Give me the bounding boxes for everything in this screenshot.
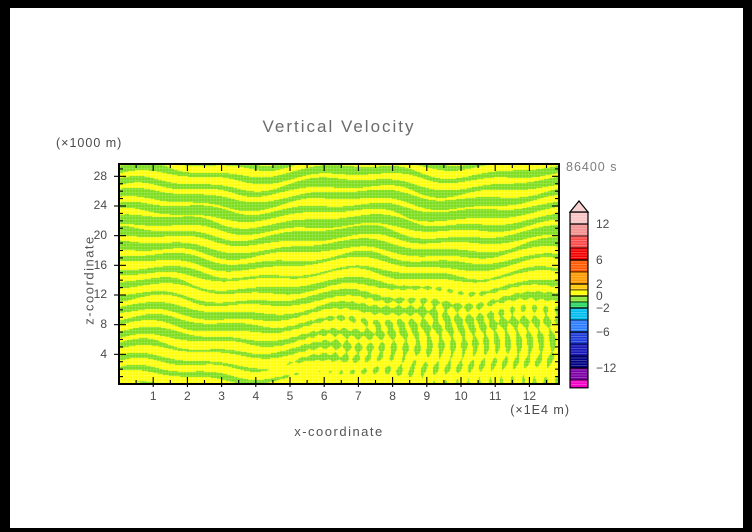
colorbar-tick-label: −12 [596, 360, 617, 375]
y-tick-label: 16 [93, 257, 107, 272]
y-tick-label: 8 [100, 317, 107, 332]
colorbar-segment [569, 355, 589, 369]
colorbar-segment [569, 283, 589, 291]
y-axis-unit-label: (×1000 m) [56, 136, 123, 150]
chart-title: Vertical Velocity [262, 117, 416, 136]
x-tick-label: 12 [522, 389, 537, 403]
x-tick-label: 1 [149, 389, 157, 403]
x-tick-label: 6 [320, 389, 328, 403]
x-tick-label: 3 [218, 389, 225, 403]
colorbar-segment [569, 211, 589, 225]
colorbar-segment [569, 259, 589, 273]
x-tick-label: 4 [252, 389, 260, 403]
x-tick-label: 5 [286, 389, 294, 403]
colorbar-segment [569, 247, 589, 261]
y-tick-label: 20 [93, 228, 107, 243]
x-tick-label: 7 [355, 389, 362, 403]
colorbar-segment [569, 271, 589, 285]
colorbar-segment [569, 307, 589, 321]
colorbar-tick-label: 0 [596, 288, 603, 303]
colorbar-tick-label: −2 [596, 300, 610, 315]
colorbar-segment [569, 343, 589, 357]
colorbar-tick-label: 12 [596, 216, 610, 231]
x-tick-label: 8 [389, 389, 396, 403]
y-tick-label: 4 [100, 346, 107, 361]
colorbar-segment [569, 223, 589, 237]
time-label: 86400 s [566, 160, 618, 174]
y-tick-label: 28 [93, 168, 107, 183]
x-tick-label: 2 [184, 389, 191, 403]
x-tick-label: 11 [488, 389, 502, 403]
x-tick-label: 9 [423, 389, 431, 403]
colorbar-segment [569, 289, 589, 297]
colorbar-tick-label: 2 [596, 276, 603, 291]
colorbar-tick-label: −6 [596, 324, 610, 339]
colorbar-over-arrow [568, 200, 590, 213]
x-tick-label: 10 [454, 389, 468, 403]
colorbar-segment [569, 235, 589, 249]
y-tick-label: 12 [93, 287, 107, 302]
colorbar-segment [569, 379, 589, 389]
y-tick-label: 24 [93, 198, 107, 213]
contour-field-canvas [119, 164, 559, 384]
colorbar-segment [569, 367, 589, 381]
colorbar-segment [569, 301, 589, 309]
x-axis-label: x-coordinate [294, 424, 384, 439]
colorbar-segment [569, 331, 589, 345]
colorbar-segment [569, 295, 589, 303]
y-axis-label: z-coordinate [81, 235, 97, 325]
colorbar-tick-label: 6 [596, 252, 603, 267]
x-axis-unit-label: (×1E4 m) [510, 403, 570, 417]
colorbar-segment [569, 319, 589, 333]
